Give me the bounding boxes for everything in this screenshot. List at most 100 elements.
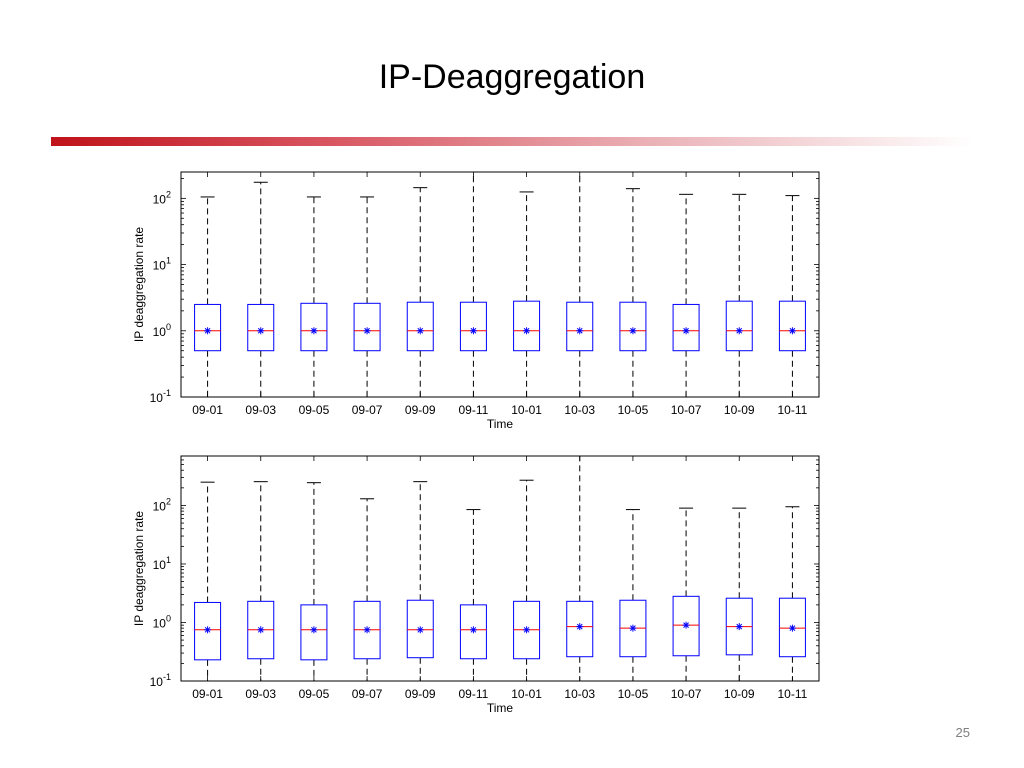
box-plot-1: 10-1 100 101 102 IP deaggregation rate 09-01 0…: [132, 171, 820, 431]
box-09-01: [194, 481, 222, 682]
x-tick-label: 10-01: [511, 687, 542, 701]
mean-marker: [576, 327, 584, 335]
box-10-07: [672, 507, 700, 682]
x-tick-label: 09-01: [192, 403, 223, 417]
x-tick-label: 09-07: [352, 687, 383, 701]
mean-marker: [682, 621, 690, 629]
box-10-01: [513, 479, 541, 682]
iqr-box: [194, 303, 222, 352]
mean-marker: [310, 626, 318, 634]
box-09-11: [459, 171, 487, 398]
box-09-01: [194, 196, 222, 398]
box-10-03: [566, 171, 594, 398]
box-09-11: [459, 509, 487, 682]
x-tick-label: 09-09: [405, 687, 436, 701]
slide-title: IP-Deaggregation: [378, 58, 646, 96]
mean-marker: [629, 624, 637, 632]
x-tick-label: 09-05: [299, 687, 330, 701]
mean-marker: [788, 624, 796, 632]
mean-marker: [735, 623, 743, 631]
iqr-box: [459, 301, 487, 352]
x-tick-label: 10-07: [671, 403, 702, 417]
iqr-box: [566, 600, 594, 658]
iqr-box: [300, 604, 328, 661]
iqr-box: [353, 302, 381, 352]
y-tick-label: 100: [153, 613, 171, 630]
x-tick-label: 09-03: [245, 403, 276, 417]
box-09-07: [353, 196, 381, 398]
mean-marker: [469, 626, 477, 634]
x-tick-label: 09-05: [299, 403, 330, 417]
page-number: 25: [955, 725, 970, 740]
mean-marker: [257, 327, 265, 335]
x-tick-label: 10-03: [564, 687, 595, 701]
y-tick-label: 102: [153, 189, 171, 206]
box-09-07: [353, 498, 381, 682]
y-tick-label: 101: [153, 256, 171, 273]
box-10-05: [619, 188, 647, 398]
x-tick-label: 10-09: [724, 687, 755, 701]
mean-marker: [204, 626, 212, 634]
mean-marker: [416, 327, 424, 335]
box-09-03: [247, 481, 275, 682]
x-tick-label: 10-11: [778, 687, 808, 701]
mean-marker: [735, 327, 743, 335]
iqr-box: [778, 300, 806, 352]
x-tick-label: 09-09: [405, 403, 436, 417]
iqr-box: [513, 300, 541, 352]
box-10-09: [725, 507, 753, 682]
y-axis-label: IP deaggregation rate: [132, 511, 146, 627]
iqr-box: [194, 601, 222, 661]
x-tick-label: 09-11: [459, 403, 489, 417]
plot-frame: [180, 455, 820, 682]
mean-marker: [523, 626, 531, 634]
iqr-box: [300, 302, 328, 352]
iqr-box: [566, 301, 594, 352]
box-10-01: [513, 191, 541, 398]
iqr-box: [459, 604, 487, 660]
iqr-box: [619, 301, 647, 352]
x-tick-label: 10-09: [724, 403, 755, 417]
iqr-box: [725, 300, 753, 352]
x-tick-label: 10-01: [511, 403, 542, 417]
iqr-box: [672, 595, 700, 657]
mean-marker: [257, 626, 265, 634]
mean-marker: [363, 626, 371, 634]
box-09-05: [300, 196, 328, 398]
mean-marker: [788, 327, 796, 335]
x-tick-label: 09-03: [245, 687, 276, 701]
box-09-09: [406, 481, 434, 682]
box-09-05: [300, 482, 328, 682]
box-10-11: [778, 195, 806, 398]
iqr-box: [672, 303, 700, 352]
mean-marker: [629, 327, 637, 335]
iqr-box: [406, 599, 434, 659]
y-tick-label: 100: [153, 322, 171, 339]
x-axis-label: Time: [487, 417, 514, 431]
y-tick-label: 10-1: [150, 672, 171, 689]
x-tick-label: 09-01: [192, 687, 223, 701]
mean-marker: [204, 327, 212, 335]
iqr-box: [406, 301, 434, 352]
x-tick-label: 10-03: [564, 403, 595, 417]
box-10-03: [566, 455, 594, 682]
x-axis-label: Time: [487, 701, 514, 715]
x-tick-label: 10-07: [671, 687, 702, 701]
box-10-07: [672, 193, 700, 398]
title-accent-bar: [51, 137, 973, 146]
y-tick-label: 102: [153, 496, 171, 513]
box-plot-2: 10-1 100 101 102 IP deaggregation rate 09-01 0…: [132, 455, 820, 715]
iqr-box: [247, 303, 275, 352]
mean-marker: [682, 327, 690, 335]
box-09-09: [406, 187, 434, 398]
mean-marker: [363, 327, 371, 335]
box-10-05: [619, 509, 647, 682]
x-tick-label: 10-05: [618, 403, 649, 417]
box-09-03: [247, 181, 275, 398]
y-tick-label: 101: [153, 555, 171, 572]
y-tick-label: 10-1: [150, 388, 171, 405]
x-tick-label: 10-11: [778, 403, 808, 417]
mean-marker: [469, 327, 477, 335]
y-axis-label: IP deaggregation rate: [132, 227, 146, 343]
